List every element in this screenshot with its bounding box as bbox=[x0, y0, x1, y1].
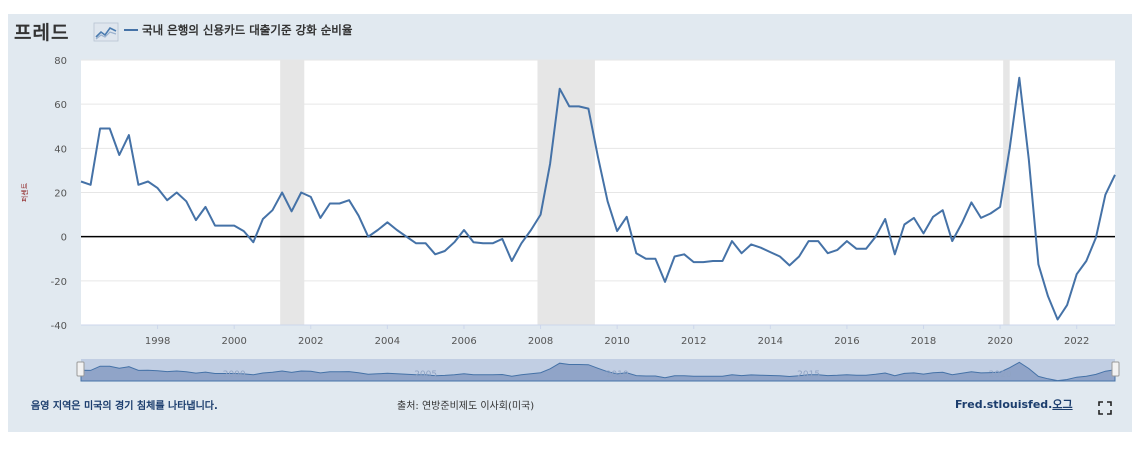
y-tick-label: 40 bbox=[54, 144, 67, 155]
fred-logo[interactable]: 프레드 bbox=[14, 22, 70, 44]
navigator-tick-label: 2010 bbox=[606, 370, 629, 380]
y-tick-label: 80 bbox=[54, 56, 67, 67]
x-tick-label: 2018 bbox=[911, 336, 936, 347]
x-tick-label: 2010 bbox=[604, 336, 629, 347]
x-tick-label: 2014 bbox=[758, 336, 783, 347]
x-tick-label: 2002 bbox=[298, 336, 323, 347]
navigator-series bbox=[80, 361, 1116, 382]
x-tick-label: 2004 bbox=[375, 336, 400, 347]
site-link-main: Fred.stlouisfed. bbox=[955, 398, 1053, 411]
x-tick-label: 2020 bbox=[987, 336, 1012, 347]
fullscreen-icon[interactable] bbox=[1098, 401, 1112, 415]
navigator-handle-right[interactable] bbox=[1111, 361, 1120, 377]
source-label: 출처: bbox=[397, 401, 419, 412]
series-line[interactable] bbox=[80, 76, 1116, 321]
x-tick-label: 2006 bbox=[451, 336, 476, 347]
recession-note: 음영 지역은 미국의 경기 침체를 나타냅니다. bbox=[31, 401, 218, 412]
x-tick-label: 2008 bbox=[528, 336, 553, 347]
source-value[interactable]: 연방준비제도 이사회(미국) bbox=[421, 401, 535, 412]
legend-series-label[interactable]: 국내 은행의 신용카드 대출기준 강화 순비율 bbox=[142, 23, 353, 37]
x-tick-label: 1998 bbox=[145, 336, 170, 347]
chart-legend: 국내 은행의 신용카드 대출기준 강화 순비율 bbox=[124, 22, 352, 38]
y-tick-label: 20 bbox=[54, 189, 67, 200]
navigator-tick-label: 2015 bbox=[797, 370, 820, 380]
y-axis-label: 퍼센트 bbox=[20, 182, 29, 202]
navigator-handle-left[interactable] bbox=[76, 361, 85, 377]
x-tick-label: 2000 bbox=[221, 336, 246, 347]
y-tick-label: -40 bbox=[51, 321, 67, 332]
source-text: 출처: 연방준비제도 이사회(미국) bbox=[397, 397, 534, 412]
y-tick-label: -20 bbox=[51, 277, 67, 288]
x-tick-label: 2016 bbox=[834, 336, 859, 347]
navigator-tick-label: 2005 bbox=[414, 370, 437, 380]
site-link[interactable]: Fred.stlouisfed.오그 bbox=[955, 396, 1073, 412]
navigator-tick-label: 2000 bbox=[223, 370, 246, 380]
graph-icon bbox=[93, 22, 119, 42]
y-tick-label: 60 bbox=[54, 100, 67, 111]
y-tick-label: 0 bbox=[61, 233, 67, 244]
navigator-tick-label: 2020 bbox=[989, 370, 1012, 380]
x-tick-label: 2022 bbox=[1064, 336, 1089, 347]
site-link-suffix: 오그 bbox=[1052, 398, 1073, 411]
x-tick-label: 2012 bbox=[681, 336, 706, 347]
legend-swatch bbox=[124, 29, 138, 31]
